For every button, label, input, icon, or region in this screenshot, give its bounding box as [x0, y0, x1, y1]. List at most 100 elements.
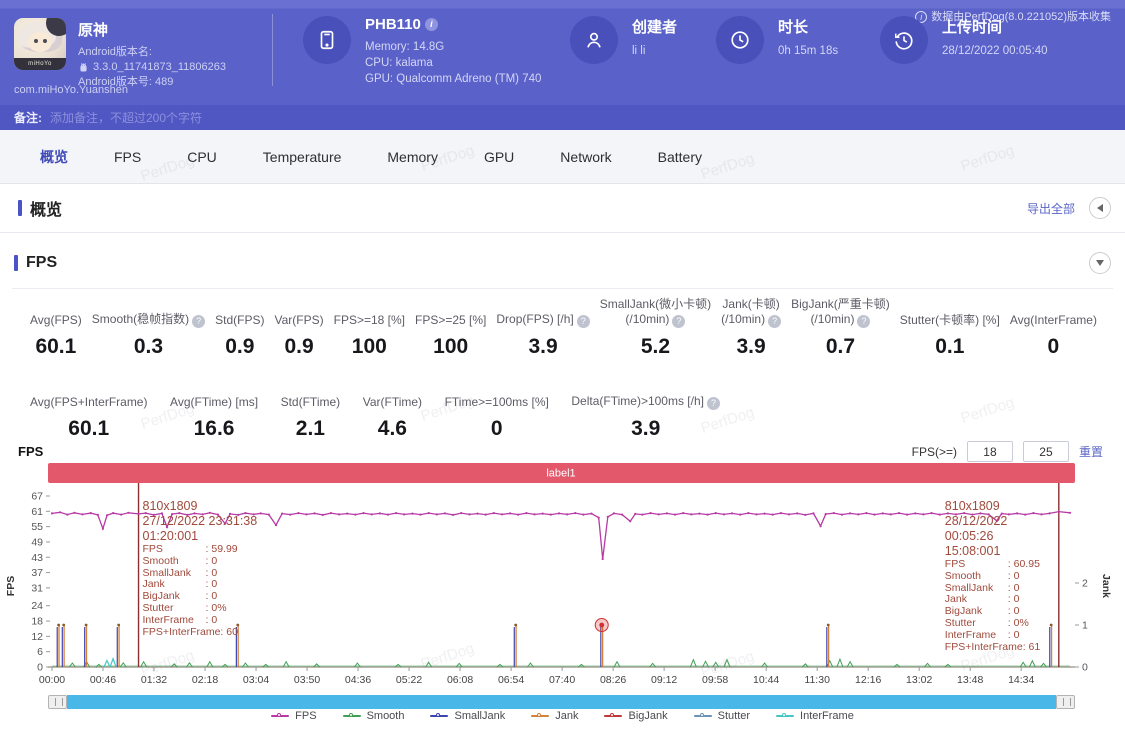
- stat-value: 3.9: [736, 335, 766, 358]
- tab-Battery[interactable]: Battery: [657, 148, 703, 165]
- stat-value: 100: [351, 335, 387, 358]
- app-block: miHoYo 原神 Android版本名: 3.3.0_11741873_118…: [14, 18, 226, 90]
- fps-threshold2-input[interactable]: [1022, 441, 1069, 462]
- stat-value: 16.6: [193, 417, 235, 440]
- perfdog-watermark: PerfDog: [958, 393, 1017, 428]
- app-icon: miHoYo: [14, 18, 66, 70]
- export-all-link[interactable]: 导出全部: [1026, 201, 1075, 216]
- stat-SmallJank(微小卡顿): SmallJank(微小卡顿) (/10min)? 5.2: [599, 297, 712, 358]
- help-icon[interactable]: ?: [192, 315, 206, 328]
- legend-glyph: [430, 712, 449, 720]
- stat-value: 100: [433, 335, 469, 358]
- reset-link[interactable]: 重置: [1078, 445, 1103, 459]
- header: i 数据由PerfDog(8.0.221052)版本收集 miHoYo 原神 An…: [0, 0, 1125, 105]
- scrollbar-right-handle[interactable]: [1056, 695, 1075, 709]
- person-icon: [570, 16, 618, 64]
- legend-item-Smooth[interactable]: Smooth: [342, 710, 404, 722]
- chart-scrollbar[interactable]: [48, 695, 1075, 709]
- fps-chart[interactable]: label1 67 61 55 49 43 37 31 24 18 12 6 0 FPS 2 1 0 Jank 00…: [0, 461, 1125, 693]
- stat-Jank(卡顿): Jank(卡顿) (/10min)? 3.9: [721, 297, 782, 358]
- app-build: Android版本号: 489: [78, 76, 174, 88]
- help-icon[interactable]: ?: [672, 315, 686, 328]
- stat-value: 3.9: [631, 417, 661, 440]
- fps-collapse-button[interactable]: [1089, 252, 1111, 274]
- triangle-down-icon: [1096, 260, 1104, 266]
- tab-Memory[interactable]: Memory: [387, 148, 438, 165]
- legend-item-Stutter[interactable]: Stutter: [693, 710, 750, 722]
- legend-item-Jank[interactable]: Jank: [531, 710, 578, 722]
- note-input[interactable]: [50, 110, 370, 125]
- help-icon[interactable]: ?: [768, 315, 782, 328]
- device-info-icon[interactable]: i: [424, 18, 438, 31]
- stat-Std(FPS): Std(FPS) 0.9: [215, 313, 265, 358]
- svg-text:31: 31: [31, 582, 43, 594]
- legend-label: BigJank: [628, 710, 668, 722]
- tab-CPU[interactable]: CPU: [187, 148, 217, 165]
- stat-Avg(FTime) [ms]: Avg(FTime) [ms] 16.6: [170, 395, 259, 440]
- tab-Network[interactable]: Network: [560, 148, 612, 165]
- upload-label: 上传时间: [942, 19, 1003, 36]
- duration-label: 时长: [778, 19, 809, 36]
- svg-text:10:44: 10:44: [753, 674, 779, 686]
- app-package: com.miHoYo.Yuanshen: [14, 84, 128, 96]
- svg-text:08:26: 08:26: [600, 674, 626, 686]
- overview-section-header: 概览 导出全部: [0, 184, 1125, 233]
- phone-icon: [303, 16, 351, 64]
- tab-GPU[interactable]: GPU: [483, 148, 515, 165]
- svg-text:55: 55: [31, 521, 43, 533]
- svg-text:11:30: 11:30: [804, 674, 830, 686]
- legend-item-BigJank[interactable]: BigJank: [604, 710, 668, 722]
- header-divider: [272, 14, 273, 86]
- stat-value: 3.9: [528, 335, 558, 358]
- svg-text:03:50: 03:50: [294, 674, 320, 686]
- legend-item-FPS[interactable]: FPS: [271, 710, 317, 722]
- tab-概览[interactable]: 概览: [40, 148, 68, 165]
- duration-block: 时长 0h 15m 18s: [716, 16, 838, 64]
- clock-icon: [716, 16, 764, 64]
- fps-line-series: [51, 510, 1071, 560]
- svg-text:24: 24: [31, 600, 43, 612]
- svg-text:12:16: 12:16: [855, 674, 881, 686]
- divider: [12, 288, 1113, 289]
- chart-range-label-bar[interactable]: [48, 463, 1075, 483]
- stat-value: 0.7: [825, 335, 856, 358]
- stat-value: 0.9: [225, 335, 255, 358]
- legend-glyph: [693, 712, 712, 720]
- device-cpu: CPU: kalama: [365, 57, 433, 69]
- scrollbar-track[interactable]: [67, 695, 1056, 709]
- creator-value: li li: [632, 45, 646, 57]
- device-memory: Memory: 14.8G: [365, 41, 445, 53]
- stat-Avg(InterFrame): Avg(InterFrame) 0: [1009, 313, 1097, 358]
- device-gpu: GPU: Qualcomm Adreno (TM) 740: [365, 73, 542, 85]
- svg-text:0: 0: [37, 662, 43, 674]
- legend-label: SmallJank: [454, 710, 506, 722]
- help-icon[interactable]: ?: [576, 315, 590, 328]
- app-version: 3.3.0_11741873_11806263: [78, 60, 226, 75]
- fps-filter-controls: FPS(>=) 重置: [912, 441, 1103, 462]
- fps-filter-label: FPS(>=): [911, 444, 957, 459]
- scrollbar-left-handle[interactable]: [48, 695, 67, 709]
- svg-text:03:04: 03:04: [243, 674, 269, 686]
- svg-text:67: 67: [31, 491, 43, 503]
- legend-item-SmallJank[interactable]: SmallJank: [430, 710, 505, 722]
- stat-FPS>=25 [%]: FPS>=25 [%] 100: [415, 313, 487, 358]
- legend-item-InterFrame[interactable]: InterFrame: [776, 710, 854, 722]
- collapse-button[interactable]: [1089, 197, 1111, 219]
- stat-value: 4.6: [377, 417, 407, 440]
- svg-text:06:08: 06:08: [447, 674, 473, 686]
- help-icon[interactable]: ?: [857, 315, 871, 328]
- tab-FPS[interactable]: FPS: [114, 148, 142, 165]
- legend-glyph: [342, 712, 361, 720]
- creator-label: 创建者: [632, 19, 678, 36]
- chart-legend: FPS Smooth SmallJank Jank BigJank Stutte…: [0, 710, 1125, 722]
- svg-text:43: 43: [31, 552, 43, 564]
- tab-Temperature[interactable]: Temperature: [262, 148, 342, 165]
- stat-value: 2.1: [295, 417, 325, 440]
- stat-Std(FTime): Std(FTime) 2.1: [280, 395, 341, 440]
- stat-Stutter(卡顿率) [%]: Stutter(卡顿率) [%] 0.1: [899, 313, 1000, 358]
- app-name: 原神: [78, 22, 109, 39]
- help-icon[interactable]: ?: [706, 397, 720, 410]
- fps-chart-label: FPS: [18, 444, 44, 459]
- fps-threshold1-input[interactable]: [966, 441, 1013, 462]
- device-name: PHB110 i: [365, 16, 541, 33]
